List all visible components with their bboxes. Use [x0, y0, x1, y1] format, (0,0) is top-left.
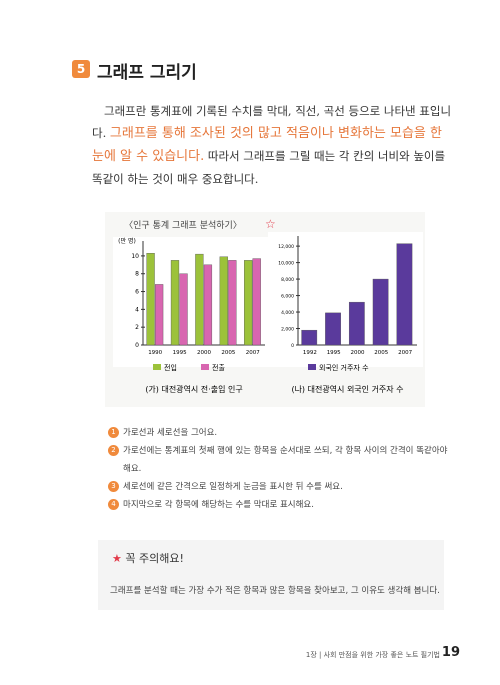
- chart-caption: (가) 대전광역시 전·출입 인구: [145, 384, 242, 394]
- bar: [301, 329, 318, 346]
- y-axis-label: (만 명): [118, 237, 136, 245]
- x-tick-label: 1990: [148, 350, 162, 356]
- intro-lead: 그래프란 통계표에 기록된 수치를 막대, 직선, 곡선 등으로 나타낸 표입니…: [92, 104, 452, 140]
- notice-title-text: 꼭 주의해요!: [125, 552, 184, 565]
- y-tick-label: 0: [291, 343, 294, 349]
- notice-text: 그래프를 분석할 때는 가장 수가 적은 항목과 많은 항목을 찾아보고, 그 …: [110, 586, 440, 596]
- step-text: 마지막으로 각 항목에 해당하는 수를 막대로 표시해요.: [123, 500, 314, 510]
- y-tick-label: 10: [131, 253, 139, 260]
- legend-swatch: [201, 364, 209, 370]
- y-tick-label: 6: [135, 289, 139, 296]
- notice-box: ★ 꼭 주의해요! 그래프를 분석할 때는 가장 수가 적은 항목과 많은 항목…: [98, 540, 444, 610]
- x-tick-label: 2005: [374, 350, 388, 356]
- y-tick-label: 2,000: [281, 327, 294, 333]
- y-tick-label: 0: [135, 342, 139, 349]
- star: ☆: [265, 217, 276, 231]
- bar: [348, 301, 365, 346]
- bar: [252, 258, 261, 346]
- step: 3 세로선에 같은 간격으로 일정하게 눈금을 표시한 뒤 수를 써요.: [108, 478, 448, 496]
- x-tick-label: 2000: [197, 350, 211, 356]
- y-tick-label: 12,000: [278, 244, 294, 250]
- step: 2 가로선에는 통계표의 첫째 행에 있는 항목을 순서대로 쓰되, 각 항목 사…: [108, 442, 448, 478]
- legend-swatch: [153, 364, 161, 370]
- x-tick-label: 2000: [351, 350, 365, 356]
- step-text: 가로선과 세로선을 그어요.: [123, 428, 218, 438]
- y-tick-label: 4: [135, 306, 139, 313]
- x-tick-label: 2007: [398, 350, 412, 356]
- step-number: 4: [108, 499, 119, 510]
- x-tick-label: 1995: [173, 350, 187, 356]
- figure-title: 〈인구 통계 그래프 분석하기〉: [124, 219, 242, 231]
- y-tick-label: 2: [135, 324, 139, 331]
- intro: 그래프란 통계표에 기록된 수치를 막대, 직선, 곡선 등으로 나타낸 표입니…: [92, 100, 452, 190]
- y-tick-label: 10,000: [278, 261, 294, 267]
- bar: [219, 256, 228, 346]
- step-number: 1: [108, 427, 119, 438]
- legend-label: 전출: [212, 363, 225, 372]
- bar: [325, 312, 341, 346]
- step-text: 세로선에 같은 간격으로 일정하게 눈금을 표시한 뒤 수를 써요.: [123, 482, 343, 492]
- step-number: 3: [108, 481, 119, 492]
- bar: [372, 278, 389, 346]
- step: 1 가로선과 세로선을 그어요.: [108, 424, 448, 442]
- bar: [203, 264, 213, 346]
- y-tick-label: 8,000: [281, 277, 294, 283]
- step-text: 가로선에는 통계표의 첫째 행에 있는 항목을 순서대로 쓰되, 각 항목 사이…: [123, 446, 448, 474]
- step-number: 2: [108, 445, 119, 456]
- bar: [195, 253, 204, 346]
- x-tick-label: 2007: [246, 350, 260, 356]
- bar: [146, 253, 155, 346]
- page-number: 19: [441, 645, 460, 660]
- legend-label: 전입: [164, 363, 177, 372]
- intro-rest: 따라서 그래프를 그릴 때는 각 칸의 너비와 높이를 똑같이 하는 것이 매우…: [92, 149, 446, 186]
- section-title: 그래프 그리기: [97, 63, 197, 83]
- bar: [179, 273, 188, 346]
- bar: [170, 260, 180, 346]
- y-tick-label: 4,000: [281, 310, 294, 316]
- notice-title: ★ 꼭 주의해요!: [112, 552, 184, 565]
- x-tick-label: 1992: [303, 350, 317, 356]
- y-tick-label: 6,000: [281, 294, 294, 300]
- figure: 〈인구 통계 그래프 분석하기〉 ☆ (만 명) 0 2 4 6 8 10 1990 1995 2…: [105, 212, 425, 407]
- step: 4 마지막으로 각 항목에 해당하는 수를 막대로 표시해요.: [108, 496, 448, 514]
- bar: [228, 260, 237, 346]
- x-tick-label: 2005: [221, 350, 235, 356]
- legend-swatch: [308, 364, 316, 370]
- section-number: 5: [72, 60, 90, 78]
- intro-highlight: 그래프를 통해 조사된 것의 많고 적음이나 변화하는 모습을 한눈에 알 수 …: [92, 126, 442, 164]
- y-tick-label: 8: [135, 271, 139, 278]
- steps: 1 가로선과 세로선을 그어요. 2 가로선에는 통계표의 첫째 행에 있는 항목을 …: [108, 424, 448, 514]
- bar: [155, 284, 164, 346]
- legend-label: 외국인 거주자 수: [319, 363, 369, 372]
- bar: [396, 243, 413, 346]
- x-tick-label: 1995: [327, 350, 341, 356]
- bar: [244, 260, 253, 346]
- footer-chapter: 1장 | 사회 만점을 위한 가장 좋은 노트 필기법: [305, 651, 440, 659]
- chart-caption: (나) 대전광역시 외국인 거주자 수: [291, 384, 403, 394]
